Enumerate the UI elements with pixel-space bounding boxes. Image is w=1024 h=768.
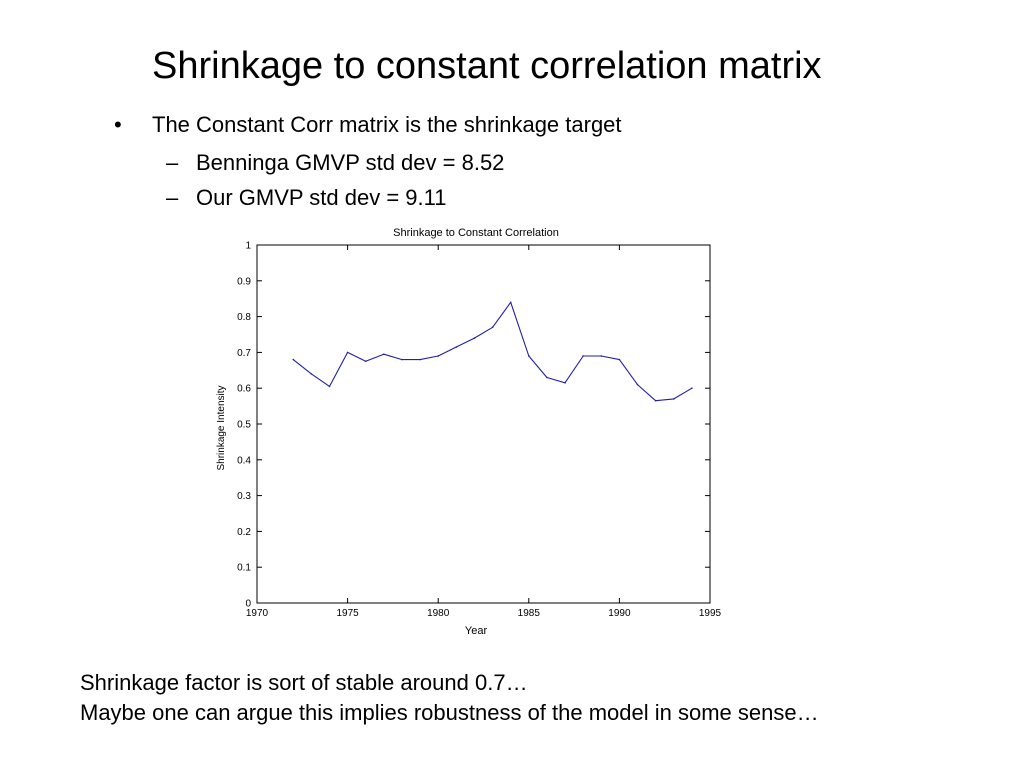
data-point xyxy=(636,383,639,386)
y-tick-label: 0.1 xyxy=(237,563,251,574)
bullet-text: The Constant Corr matrix is the shrinkag… xyxy=(152,112,622,137)
data-point xyxy=(346,351,349,354)
footer-line: Shrinkage factor is sort of stable aroun… xyxy=(80,670,528,695)
x-tick-label: 1990 xyxy=(608,608,631,619)
data-point xyxy=(292,358,295,361)
data-point xyxy=(473,337,476,339)
data-point xyxy=(672,398,675,400)
y-tick-label: 0.9 xyxy=(237,276,251,287)
y-tick-label: 0.7 xyxy=(237,348,251,359)
footer-line: Maybe one can argue this implies robustn… xyxy=(80,700,819,725)
sub-bullet-item: – Our GMVP std dev = 9.11 xyxy=(166,185,446,211)
data-point xyxy=(528,355,530,357)
data-point xyxy=(600,355,603,357)
x-tick-label: 1975 xyxy=(336,608,359,619)
data-point xyxy=(383,353,385,355)
data-point xyxy=(328,385,331,388)
bullet-list: • The Constant Corr matrix is the shrinka… xyxy=(0,0,1024,220)
line-chart: Shrinkage to Constant Correlation Year S… xyxy=(200,222,740,642)
y-tick-label: 0.8 xyxy=(237,312,251,323)
bullet-item: • The Constant Corr matrix is the shrinka… xyxy=(114,112,622,138)
data-point xyxy=(310,373,313,375)
x-axis-label: Year xyxy=(465,625,488,637)
sub-bullet-mark: – xyxy=(166,150,179,175)
y-tick-label: 0.6 xyxy=(237,384,251,395)
y-tick-label: 0.3 xyxy=(237,491,251,502)
slide-title: Shrinkage to constant correlation matrix xyxy=(152,45,822,87)
y-tick-label: 0.2 xyxy=(237,527,251,538)
bullet-mark: • xyxy=(114,112,122,137)
y-tick-label: 0 xyxy=(245,599,251,610)
data-point xyxy=(654,399,657,402)
data-point xyxy=(401,358,403,361)
y-tick-label: 0.4 xyxy=(237,455,251,466)
data-point xyxy=(564,382,566,384)
y-axis-label: Shrinkage Intensity xyxy=(216,385,227,470)
x-tick-label: 1995 xyxy=(699,608,722,619)
data-point xyxy=(419,358,421,361)
plot-area: 0 0.1 0.2 0.3 0.4 0.5 0.6 0.7 0.8 0.9 1 1970 1975 198… xyxy=(237,241,721,620)
sub-bullet-text: Our GMVP std dev = 9.11 xyxy=(196,185,447,210)
data-point xyxy=(364,360,367,363)
data-point xyxy=(491,326,494,329)
y-tick-label: 1 xyxy=(245,241,251,252)
data-point xyxy=(455,346,458,348)
chart-container: Shrinkage to Constant Correlation Year S… xyxy=(200,222,740,642)
data-point xyxy=(582,355,584,357)
data-point xyxy=(437,355,439,357)
footer-notes: Shrinkage factor is sort of stable aroun… xyxy=(80,668,819,728)
sub-bullet-item: – Benninga GMVP std dev = 8.52 xyxy=(166,150,504,176)
plot-frame xyxy=(256,244,711,604)
data-point xyxy=(618,358,621,361)
y-tick-label: 0.5 xyxy=(237,420,251,431)
x-tick-label: 1980 xyxy=(427,608,450,619)
data-point xyxy=(691,387,693,389)
x-tick-label: 1985 xyxy=(518,608,541,619)
sub-bullet-text: Benninga GMVP std dev = 8.52 xyxy=(196,150,505,175)
chart-title: Shrinkage to Constant Correlation xyxy=(393,227,559,239)
sub-bullet-mark: – xyxy=(166,185,179,210)
x-tick-label: 1970 xyxy=(246,608,269,619)
data-point xyxy=(546,376,548,379)
data-point xyxy=(509,301,512,304)
